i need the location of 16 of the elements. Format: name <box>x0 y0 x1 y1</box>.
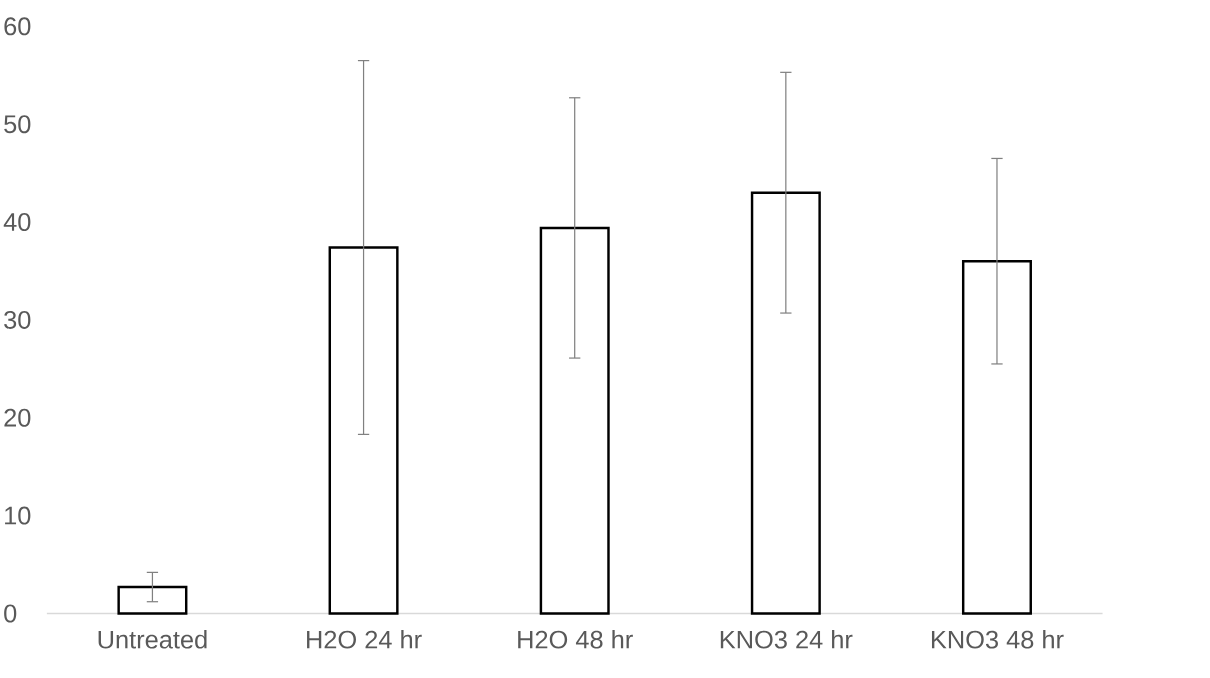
bar <box>961 259 1032 615</box>
x-tick-label: H2O 24 hr <box>307 629 422 649</box>
x-tick-label: H2O 48 hr <box>518 629 633 649</box>
y-tick-label: 30 <box>4 310 31 329</box>
y-tick-label: 50 <box>4 115 31 134</box>
y-tick-label: 60 <box>4 17 31 36</box>
bar <box>750 191 821 615</box>
bar <box>117 585 188 615</box>
y-tick-label: 20 <box>4 408 31 427</box>
x-tick-label: KNO3 48 hr <box>931 629 1064 649</box>
x-tick-label: KNO3 24 hr <box>720 629 853 649</box>
y-tick-label: 10 <box>5 506 31 525</box>
y-tick-label: 40 <box>3 212 31 231</box>
x-tick-label: Untreated <box>98 629 207 649</box>
bar <box>539 226 610 615</box>
y-tick-label: 0 <box>4 604 17 623</box>
